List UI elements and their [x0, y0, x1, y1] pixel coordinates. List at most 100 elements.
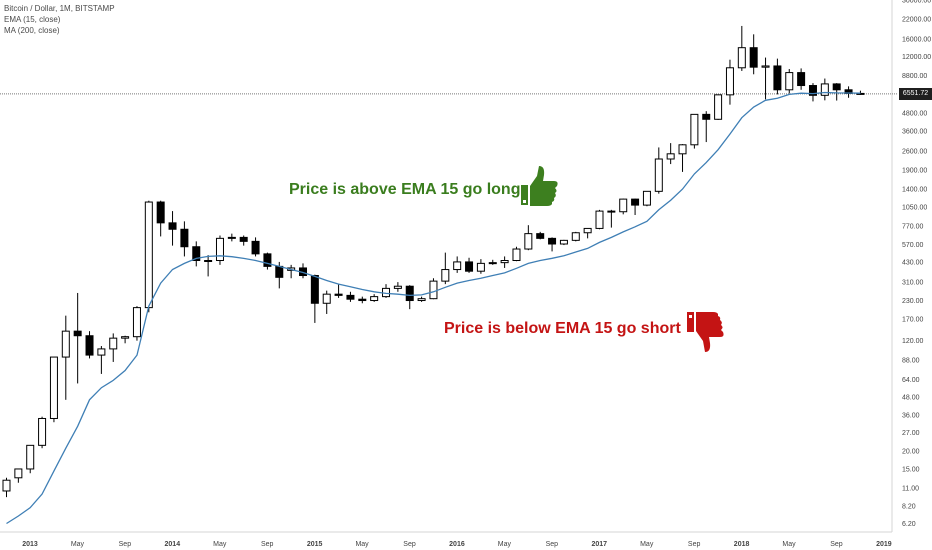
candle-body-bullish	[61, 330, 70, 358]
candle-body-bullish	[429, 280, 438, 300]
candle-body-bullish	[820, 83, 829, 96]
y-tick-label: 6.20	[902, 521, 916, 528]
candle-body-bullish	[678, 144, 687, 155]
candle-body-bullish	[453, 261, 462, 271]
candle-body-bullish	[121, 336, 130, 339]
x-tick-label: Sep	[688, 541, 701, 548]
y-tick-label: 36.00	[902, 412, 920, 419]
candle-body-bullish	[322, 293, 331, 304]
x-tick-label: Sep	[546, 541, 559, 548]
x-tick-label: 2014	[165, 541, 181, 548]
y-tick-label: 8800.00	[902, 73, 927, 80]
y-tick-label: 570.00	[902, 242, 924, 249]
y-tick-label: 120.00	[902, 338, 924, 345]
candle-body-bearish	[832, 83, 841, 91]
candle-body-bullish	[14, 468, 23, 479]
candle-body-bearish	[631, 198, 640, 206]
x-tick-label: 2018	[734, 541, 750, 548]
candle-body-bullish	[500, 260, 509, 264]
candle-body-bearish	[548, 237, 557, 245]
x-tick-label: 2017	[591, 541, 607, 548]
candle-body-bullish	[417, 298, 426, 302]
candle-body-bullish	[370, 296, 379, 302]
candle-body-bullish	[785, 72, 794, 91]
candle-body-bullish	[619, 198, 628, 213]
candle-body-bullish	[204, 260, 213, 263]
x-tick-label: 2013	[22, 541, 38, 548]
y-tick-label: 15.00	[902, 466, 920, 473]
x-tick-label: May	[355, 541, 369, 548]
candle-body-bullish	[38, 417, 47, 446]
y-tick-label: 20.00	[902, 449, 920, 456]
legend-title: Bitcoin / Dollar, 1M, BITSTAMP	[4, 4, 115, 13]
candle-body-bullish	[654, 158, 663, 192]
candle-body-bearish	[156, 201, 165, 224]
x-tick-label: Sep	[261, 541, 274, 548]
y-tick-label: 27.00	[902, 430, 920, 437]
y-tick-label: 16000.00	[902, 36, 931, 43]
candle-body-bullish	[559, 239, 568, 245]
candle-body-bullish	[690, 113, 699, 146]
candle-body-bearish	[405, 285, 414, 302]
legend-ma: MA (200, close)	[4, 26, 60, 35]
x-tick-label: Sep	[830, 541, 843, 548]
candle-body-bullish	[215, 237, 224, 262]
y-tick-label: 64.00	[902, 377, 920, 384]
candle-body-bullish	[595, 210, 604, 229]
y-tick-label: 770.00	[902, 223, 924, 230]
current-price-label: 6551.72	[899, 88, 932, 100]
y-tick-label: 12000.00	[902, 54, 931, 61]
candle-body-bearish	[856, 92, 865, 95]
candle-body-bullish	[97, 348, 106, 356]
candle-body-bearish	[749, 47, 758, 68]
long-annotation: Price is above EMA 15 go long	[289, 181, 521, 198]
x-tick-label: Sep	[119, 541, 132, 548]
candle-body-bearish	[275, 265, 284, 278]
candle-body-bearish	[346, 294, 355, 300]
candle-body-bearish	[334, 293, 343, 296]
x-tick-label: May	[498, 541, 512, 548]
y-tick-label: 230.00	[902, 298, 924, 305]
candle-body-bullish	[476, 262, 485, 272]
y-tick-label: 11.00	[902, 486, 919, 493]
candle-body-bullish	[488, 262, 497, 265]
x-tick-label: May	[640, 541, 654, 548]
candle-body-bullish	[144, 201, 153, 309]
y-tick-label: 8.20	[902, 504, 916, 511]
thumbs-down-icon	[687, 312, 724, 352]
x-tick-label: 2016	[449, 541, 465, 548]
candle-body-bullish	[524, 233, 533, 250]
y-tick-label: 1900.00	[902, 168, 927, 175]
y-tick-label: 3600.00	[902, 128, 927, 135]
candle-body-bullish	[441, 269, 450, 282]
short-annotation: Price is below EMA 15 go short	[444, 320, 681, 337]
y-tick-label: 4800.00	[902, 111, 927, 118]
candle-body-bearish	[239, 236, 248, 242]
legend-ema: EMA (15, close)	[4, 15, 61, 24]
x-tick-label: 2015	[307, 541, 323, 548]
candle-body-bearish	[797, 72, 806, 87]
candle-body-bullish	[2, 479, 11, 492]
candle-body-bullish	[26, 444, 35, 470]
candle-body-bullish	[666, 153, 675, 160]
candle-body-bullish	[737, 47, 746, 69]
candle-body-bearish	[465, 261, 474, 272]
candle-body-bullish	[512, 248, 521, 262]
y-tick-label: 30000.00	[902, 0, 931, 5]
candle-body-bearish	[702, 113, 711, 120]
candle-body-bullish	[725, 67, 734, 96]
candle-body-bullish	[714, 94, 723, 120]
candle-body-bullish	[49, 356, 58, 419]
candle-body-bullish	[132, 307, 141, 338]
candle-body-bullish	[227, 236, 236, 239]
candle-body-bearish	[263, 253, 272, 267]
candle-body-bearish	[773, 65, 782, 91]
y-tick-label: 1050.00	[902, 204, 927, 211]
y-tick-label: 48.00	[902, 395, 920, 402]
x-tick-label: 2019	[876, 541, 892, 548]
y-tick-label: 2600.00	[902, 148, 927, 155]
y-tick-label: 1400.00	[902, 187, 927, 194]
candle-body-bearish	[73, 330, 82, 337]
x-tick-label: Sep	[403, 541, 416, 548]
